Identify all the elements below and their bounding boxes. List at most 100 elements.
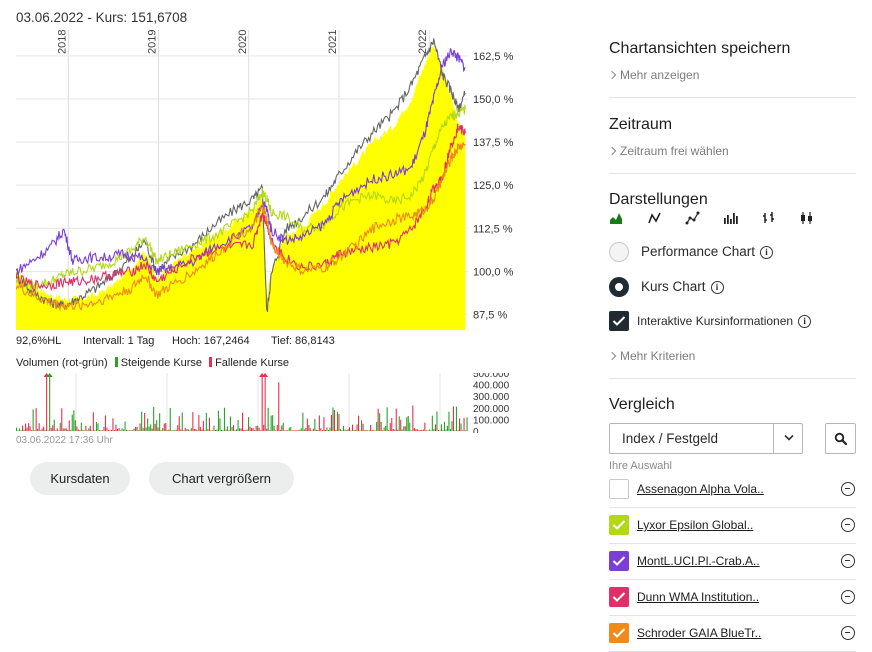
info-icon[interactable]: i [760, 246, 774, 259]
volume-bar [147, 418, 149, 431]
ohlc-chart-icon[interactable] [761, 210, 799, 226]
volume-bar [297, 430, 299, 431]
compare-item-checkbox[interactable] [609, 515, 629, 535]
check-icon [612, 628, 626, 638]
zeitraum-link[interactable]: Zeitraum frei wählen [607, 144, 856, 158]
mountain-chart-icon[interactable] [609, 210, 647, 226]
bar-chart-icon[interactable] [723, 210, 761, 226]
remove-compare-icon[interactable] [841, 482, 855, 496]
volume-bar [248, 417, 250, 431]
volume-bar [249, 426, 251, 431]
remove-compare-icon[interactable] [841, 518, 855, 532]
compare-select[interactable] [609, 423, 803, 454]
compare-item-name[interactable]: Assenagon Alpha Vola.. [637, 482, 764, 496]
volume-peak-arrow [262, 373, 269, 377]
volume-bar [101, 430, 103, 431]
kurs-chart-option[interactable]: Kurs Chart i [641, 279, 724, 294]
volume-bar [43, 426, 45, 431]
volume-bar [383, 427, 385, 431]
remove-compare-icon[interactable] [841, 590, 855, 604]
interactive-info-option[interactable]: Interaktive Kursinformationen i [637, 314, 812, 328]
check-icon [612, 556, 626, 566]
stat-low: Tief: 86,8143 [271, 335, 335, 347]
volume-bar [299, 429, 301, 431]
volume-bar [112, 418, 114, 431]
compare-item-checkbox[interactable] [609, 479, 629, 499]
remove-compare-icon[interactable] [841, 626, 855, 640]
volume-bar [233, 425, 235, 431]
vergleich-title: Vergleich [609, 396, 675, 413]
volume-bar [288, 427, 290, 431]
volume-bar [210, 430, 212, 431]
volume-bar [171, 430, 173, 431]
volume-bar [64, 428, 66, 431]
volume-bar [25, 423, 27, 431]
kursdaten-button[interactable]: Kursdaten [30, 462, 130, 495]
chart-enlarge-button[interactable]: Chart vergrößern [149, 462, 294, 495]
save-views-more-link[interactable]: Mehr anzeigen [607, 68, 856, 82]
compare-item-name[interactable]: Schroder GAIA BlueTr.. [637, 626, 762, 640]
compare-item-name[interactable]: Dunn WMA Institution.. [637, 590, 760, 604]
volume-bar [324, 430, 326, 431]
volume-bar [287, 430, 289, 431]
candlestick-chart-icon[interactable] [799, 210, 837, 226]
volume-bar [252, 427, 254, 431]
volume-bar [28, 423, 30, 431]
volume-bar [454, 430, 456, 431]
compare-item-checkbox[interactable] [609, 623, 629, 643]
performance-chart-radio[interactable] [609, 242, 629, 262]
chevron-right-icon [607, 146, 617, 156]
chevron-down-icon[interactable] [783, 433, 795, 443]
volume-y-tick-label: 100.000 [473, 415, 510, 426]
volume-bar [412, 405, 414, 431]
volume-bar [371, 430, 373, 431]
more-criteria-link[interactable]: Mehr Kriterien [607, 349, 856, 363]
volume-bar [172, 430, 174, 431]
volume-bar [264, 376, 266, 431]
interactive-info-checkbox[interactable] [609, 311, 629, 331]
volume-bar [190, 428, 192, 431]
compare-item-name[interactable]: Lyxor Epsilon Global.. [637, 518, 754, 532]
volume-bar [207, 429, 209, 431]
volume-bar [239, 428, 241, 431]
price-chart[interactable]: 2018 2019 2020 2021 2022 162,5 % 150,0 % 137,5 … [16, 30, 536, 330]
volume-bar [162, 428, 164, 431]
volume-bar [327, 430, 329, 431]
volume-bar [193, 428, 195, 431]
volume-bar [237, 420, 239, 431]
volume-bar [352, 424, 354, 431]
line-chart-icon[interactable] [647, 210, 685, 226]
volume-bar [290, 427, 292, 431]
volume-bar [115, 424, 117, 431]
volume-bar [321, 430, 323, 431]
info-icon[interactable]: i [798, 315, 812, 328]
volume-bar [361, 420, 363, 431]
volume-bar [47, 430, 49, 431]
volume-bar [132, 430, 134, 431]
volume-bar [421, 429, 423, 431]
info-icon[interactable]: i [710, 281, 724, 294]
volume-bar [266, 428, 268, 431]
dotted-line-chart-icon[interactable] [685, 210, 723, 226]
compare-item-name[interactable]: MontL.UCI.Pl.-Crab.A.. [637, 554, 760, 568]
kurs-chart-radio[interactable] [609, 277, 629, 297]
volume-bar [107, 429, 109, 431]
stat-pct-hl: 92,6%HL [16, 335, 62, 347]
volume-bar [389, 423, 391, 431]
volume-bar [434, 424, 436, 431]
remove-compare-icon[interactable] [841, 554, 855, 568]
compare-item-checkbox[interactable] [609, 587, 629, 607]
volume-peak-arrow [46, 373, 53, 377]
performance-chart-option[interactable]: Performance Chart i [641, 244, 774, 259]
compare-item-divider [609, 615, 856, 616]
series-line [16, 142, 466, 312]
y-tick-label: 125,0 % [473, 180, 514, 192]
compare-search-button[interactable] [825, 423, 856, 454]
volume-bar [53, 419, 55, 431]
compare-item-checkbox[interactable] [609, 551, 629, 571]
volume-bar [225, 429, 227, 431]
volume-bar [52, 425, 54, 431]
volume-bar [121, 428, 123, 431]
volume-bar [29, 426, 31, 431]
